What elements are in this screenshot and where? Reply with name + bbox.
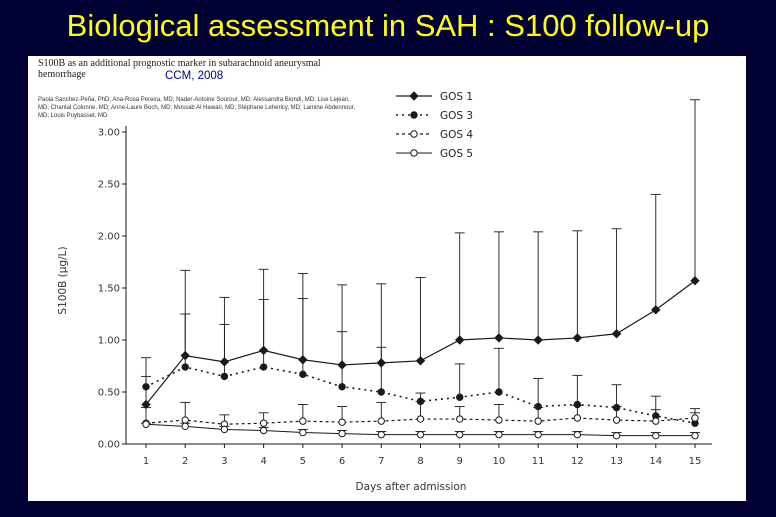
series-gos-5 xyxy=(141,420,700,440)
x-tick-label: 14 xyxy=(649,456,662,467)
data-point xyxy=(456,415,464,423)
data-point xyxy=(612,416,621,424)
x-tick-label: 13 xyxy=(610,456,623,467)
data-point xyxy=(338,418,346,426)
data-point xyxy=(495,416,503,424)
article-title: S100B as an additional prognostic marker… xyxy=(38,58,321,80)
y-tick-label: 0.50 xyxy=(98,388,120,399)
data-point xyxy=(573,430,582,439)
data-point xyxy=(495,430,503,439)
data-point xyxy=(338,429,346,438)
data-point xyxy=(181,422,189,431)
data-point xyxy=(259,363,268,371)
x-tick-label: 1 xyxy=(143,456,149,467)
slide-title: Biological assessment in SAH : S100 foll… xyxy=(66,8,710,43)
y-tick-label: 2.50 xyxy=(98,180,120,191)
data-point xyxy=(181,363,189,371)
data-point xyxy=(534,417,542,425)
x-tick-label: 3 xyxy=(221,456,227,467)
data-point xyxy=(456,430,464,439)
data-point xyxy=(181,416,189,424)
y-axis-label: S100B (µg/L) xyxy=(57,246,69,314)
x-tick-label: 15 xyxy=(689,456,702,467)
data-point xyxy=(299,428,307,437)
data-point xyxy=(299,370,307,379)
y-tick-label: 3.00 xyxy=(98,128,120,139)
data-point xyxy=(533,335,543,345)
x-tick-label: 4 xyxy=(260,456,266,467)
legend-marker xyxy=(410,111,418,119)
x-tick-label: 10 xyxy=(493,456,506,467)
data-point xyxy=(415,356,426,366)
data-point xyxy=(416,415,425,423)
data-point xyxy=(690,276,700,286)
data-point xyxy=(611,329,622,339)
data-point xyxy=(338,383,346,391)
data-point xyxy=(220,425,229,434)
data-point xyxy=(142,420,150,428)
legend: GOS 1 GOS 3 GOS 4 GOS 5 xyxy=(396,91,473,160)
y-tick-label: 1.00 xyxy=(98,336,120,347)
x-tick-label: 12 xyxy=(571,456,584,467)
data-point xyxy=(495,388,503,396)
data-point xyxy=(494,333,504,343)
x-tick-label: 9 xyxy=(457,456,463,467)
series-line xyxy=(145,417,696,425)
journal-tag: CCM, 2008 xyxy=(165,70,224,82)
article-authors: Paola Sanchez-Peña, PhD; Ana-Rosa Pereir… xyxy=(38,97,356,119)
data-point xyxy=(652,417,660,425)
data-point xyxy=(572,333,583,343)
data-point xyxy=(220,372,229,381)
y-tick-label: 1.50 xyxy=(98,284,120,295)
data-point xyxy=(612,431,621,440)
legend-marker xyxy=(410,149,418,157)
legend-marker xyxy=(410,130,418,138)
data-point xyxy=(534,430,542,439)
x-tick-label: 2 xyxy=(182,456,188,467)
data-point xyxy=(573,414,582,422)
data-point xyxy=(259,426,268,435)
data-point xyxy=(456,393,464,401)
data-point xyxy=(142,383,150,391)
x-tick-label: 6 xyxy=(339,456,345,467)
legend-label: GOS 4 xyxy=(440,129,473,141)
x-tick-label: 8 xyxy=(417,456,423,467)
data-point xyxy=(651,305,661,315)
x-tick-label: 5 xyxy=(300,456,306,467)
data-point xyxy=(299,417,307,425)
x-tick-label: 7 xyxy=(378,456,384,467)
citation-box: S100B as an additional prognostic marker… xyxy=(28,56,355,126)
data-point xyxy=(377,388,385,396)
legend-label: GOS 3 xyxy=(440,110,473,122)
x-tick-label: 11 xyxy=(532,456,545,467)
y-tick-label: 2.00 xyxy=(98,232,120,243)
y-tick-label: 0.00 xyxy=(98,440,120,451)
data-point xyxy=(652,431,660,440)
data-point xyxy=(416,430,425,439)
data-point xyxy=(377,417,385,425)
legend-label: GOS 1 xyxy=(440,91,473,103)
legend-label: GOS 5 xyxy=(440,148,473,160)
x-axis-label: Days after admission xyxy=(356,481,467,493)
data-point xyxy=(259,419,268,427)
series-line xyxy=(145,366,696,424)
data-point xyxy=(691,414,699,422)
data-point xyxy=(377,430,385,439)
data-point xyxy=(691,431,699,440)
legend-marker xyxy=(409,91,419,101)
data-point xyxy=(455,335,465,345)
